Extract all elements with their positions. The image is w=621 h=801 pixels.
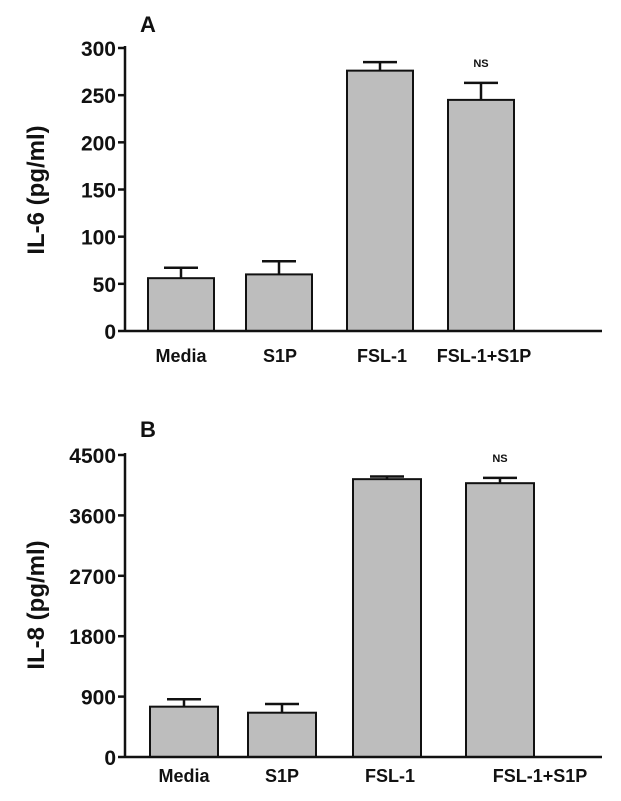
- panel-a-letter: A: [140, 12, 156, 37]
- panel-a-category-label: FSL-1+S1P: [437, 346, 532, 366]
- panel-b-letter: B: [140, 417, 156, 442]
- panel-a-annotations: NS: [473, 58, 488, 70]
- panel-b-y-tick-label: 3600: [69, 505, 116, 528]
- panel-b-category-label: FSL-1+S1P: [493, 766, 588, 786]
- panel-a-category-label: FSL-1: [357, 346, 407, 366]
- panel-a-significance-label: NS: [473, 58, 488, 70]
- panel-b-y-tick-label: 1800: [69, 626, 116, 649]
- panel-b-y-tick-label: 0: [104, 747, 116, 770]
- panel-a-bar: [447, 98, 515, 332]
- panel-b-significance-label: NS: [492, 453, 507, 465]
- panel-b-bars: [149, 475, 535, 759]
- panel-b-category-label: Media: [158, 766, 210, 786]
- panel-a-bars: [147, 60, 515, 333]
- panel-a-y-tick-label: 300: [81, 38, 116, 61]
- panel-b-x-tick-labels: Media S1P FSL-1 FSL-1+S1P: [158, 766, 587, 786]
- panel-a-chart: A IL-6 (pg/ml) 0 50 100 150 200 250 300 Media S…: [23, 12, 602, 366]
- panel-a-category-label: S1P: [263, 346, 297, 366]
- panel-a-y-tick-label: 0: [104, 321, 116, 344]
- panel-b-y-tick-label: 900: [81, 687, 116, 710]
- panel-a-y-tick-label: 150: [81, 180, 116, 203]
- panel-b-bar: [465, 482, 535, 758]
- panel-b-category-label: S1P: [265, 766, 299, 786]
- panel-b-chart: B IL-8 (pg/ml) 0 900 1800 2700 3600 4500 Medi…: [23, 417, 602, 786]
- panel-a-bar: [147, 277, 215, 333]
- panel-b-category-label: FSL-1: [365, 766, 415, 786]
- panel-a-y-tick-label: 50: [93, 274, 116, 297]
- panel-a-y-tick-label: 200: [81, 132, 116, 155]
- panel-a-bar: [346, 69, 414, 332]
- panel-b-y-axis-label: IL-8 (pg/ml): [23, 540, 50, 669]
- panel-a-y-tick-label: 250: [81, 85, 116, 108]
- panel-b-y-ticks: 0 900 1800 2700 3600 4500: [69, 445, 125, 770]
- panel-b-annotations: NS: [492, 453, 507, 465]
- panel-a-bar: [245, 273, 313, 332]
- panel-a-y-tick-label: 100: [81, 227, 116, 250]
- panel-b-y-tick-label: 2700: [69, 566, 116, 589]
- panel-a-x-tick-labels: Media S1P FSL-1 FSL-1+S1P: [155, 346, 531, 366]
- panel-b-y-tick-label: 4500: [69, 445, 116, 468]
- panel-b-bar: [149, 705, 219, 759]
- panel-a-category-label: Media: [155, 346, 207, 366]
- panel-b-bar: [247, 711, 317, 758]
- panel-a-y-axis-label: IL-6 (pg/ml): [23, 125, 50, 254]
- panel-a-y-ticks: 0 50 100 150 200 250 300: [81, 38, 125, 344]
- panel-b-bar: [352, 478, 422, 758]
